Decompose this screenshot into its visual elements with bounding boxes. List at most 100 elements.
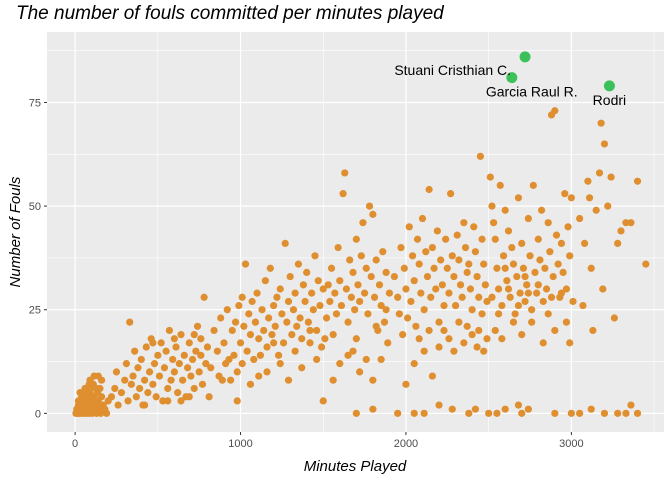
data-point xyxy=(455,256,463,264)
data-point xyxy=(291,289,299,297)
data-point xyxy=(551,107,559,115)
data-point xyxy=(258,306,266,314)
y-tick-label: 0 xyxy=(35,408,41,420)
data-point xyxy=(235,301,243,310)
data-point xyxy=(595,169,604,177)
data-point xyxy=(557,289,566,297)
data-point xyxy=(415,260,423,268)
data-point xyxy=(97,393,106,401)
data-point xyxy=(136,384,144,393)
data-point xyxy=(313,355,321,364)
data-point xyxy=(331,289,339,297)
data-point xyxy=(488,202,496,210)
data-point xyxy=(390,272,398,281)
data-point xyxy=(576,214,584,223)
data-point xyxy=(524,405,532,413)
data-point xyxy=(351,306,359,314)
data-point xyxy=(541,264,549,272)
data-point xyxy=(491,235,499,243)
data-point xyxy=(466,285,475,293)
data-point xyxy=(231,318,240,326)
data-point xyxy=(614,409,622,417)
data-point xyxy=(152,393,160,401)
data-point xyxy=(458,293,466,301)
data-point xyxy=(284,297,293,306)
data-point xyxy=(303,268,311,277)
data-point xyxy=(361,289,369,297)
data-point xyxy=(537,206,546,214)
data-point xyxy=(448,252,456,260)
data-point xyxy=(518,409,526,417)
point-annotations: Stuani Cristhian C. Garcia Raul R. Rodri xyxy=(394,62,626,108)
data-point xyxy=(117,389,126,397)
data-point xyxy=(617,227,625,235)
data-point xyxy=(528,318,536,326)
data-point xyxy=(289,306,298,314)
data-point xyxy=(342,285,350,293)
data-point xyxy=(362,264,370,272)
point-label: Rodri xyxy=(593,92,626,108)
data-point xyxy=(308,289,316,297)
data-point xyxy=(468,306,476,314)
data-point xyxy=(460,219,468,227)
data-point xyxy=(385,289,394,297)
data-point xyxy=(324,281,332,289)
data-point xyxy=(523,281,531,289)
data-point xyxy=(131,347,139,355)
data-point xyxy=(533,289,541,297)
data-point xyxy=(562,285,571,293)
data-point xyxy=(521,272,529,281)
data-point xyxy=(473,272,481,281)
data-point xyxy=(546,248,554,256)
data-point xyxy=(471,405,480,413)
data-point xyxy=(490,219,498,227)
data-point xyxy=(90,372,98,380)
data-point xyxy=(503,277,511,285)
data-point xyxy=(334,243,342,252)
data-point xyxy=(175,360,183,368)
data-point xyxy=(597,119,605,127)
data-point xyxy=(450,347,458,355)
highlighted-point xyxy=(519,51,531,63)
data-point xyxy=(270,301,278,310)
data-point xyxy=(284,376,293,384)
data-point xyxy=(433,227,441,235)
data-point xyxy=(165,326,174,335)
data-point xyxy=(592,206,600,214)
data-point xyxy=(408,252,417,260)
data-point xyxy=(299,281,307,289)
data-point xyxy=(509,260,518,268)
data-point xyxy=(87,384,95,393)
data-point xyxy=(375,281,384,289)
data-point xyxy=(589,326,597,335)
data-point xyxy=(327,264,336,272)
data-point xyxy=(185,393,193,401)
data-point xyxy=(428,243,437,252)
data-point xyxy=(514,301,523,310)
data-point xyxy=(213,347,221,355)
y-tick-label: 50 xyxy=(29,201,41,213)
y-tick-label: 75 xyxy=(29,97,41,109)
data-point xyxy=(364,310,372,318)
data-point xyxy=(256,351,264,359)
data-point xyxy=(569,297,577,306)
data-point xyxy=(356,297,364,306)
data-point xyxy=(480,260,488,268)
x-tick-label: 3000 xyxy=(559,438,583,450)
data-point xyxy=(190,384,198,393)
data-point xyxy=(501,264,509,272)
data-point xyxy=(564,223,572,231)
data-point xyxy=(150,360,159,368)
data-point xyxy=(127,380,135,388)
data-point xyxy=(600,409,609,417)
data-point xyxy=(132,393,140,401)
data-point xyxy=(349,268,357,277)
data-point xyxy=(480,347,488,355)
data-point xyxy=(246,330,255,339)
data-point xyxy=(432,285,440,293)
data-point xyxy=(485,409,493,417)
data-point xyxy=(549,272,557,281)
data-point xyxy=(425,326,433,335)
data-point xyxy=(91,401,99,409)
data-point xyxy=(531,268,539,277)
